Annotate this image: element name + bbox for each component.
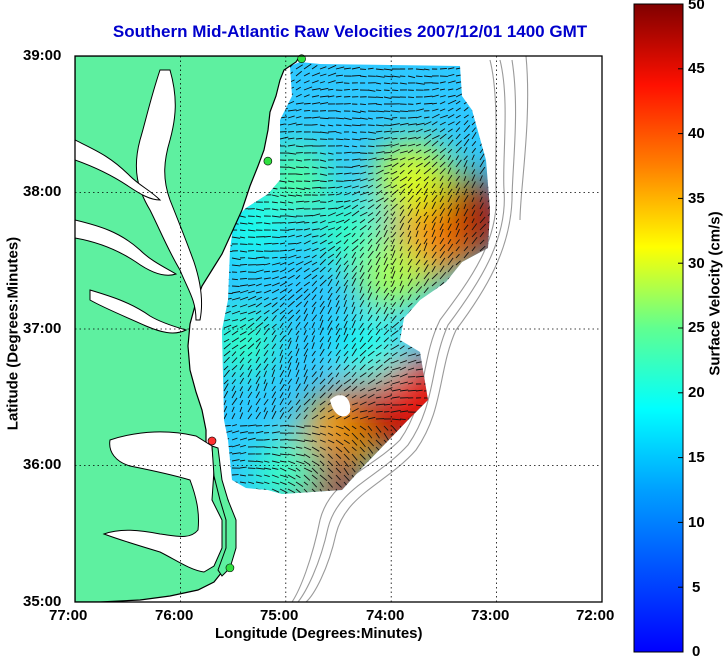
current-vector	[408, 390, 416, 391]
radar-station-marker	[226, 564, 234, 572]
colorbar-tick-label: 0	[692, 643, 700, 660]
y-tick-label: 39:00	[23, 47, 61, 64]
colorbar-tick-label: 40	[688, 125, 705, 142]
current-vector	[424, 103, 432, 104]
colorbar-tick-label: 20	[688, 384, 705, 401]
colorbar-tick-label: 10	[688, 514, 705, 531]
current-vector	[264, 439, 270, 440]
current-vector	[400, 419, 406, 420]
colorbar-tick-label: 25	[688, 319, 705, 336]
colorbar-tick-label: 30	[688, 255, 705, 272]
current-vector	[240, 278, 247, 279]
current-vector	[312, 187, 321, 188]
radar-station-marker	[264, 157, 272, 165]
colorbar-label: Surface Velocity (cm/s)	[707, 199, 724, 389]
current-vector	[384, 125, 392, 126]
current-vector	[304, 215, 313, 216]
current-vector	[288, 243, 296, 244]
current-vector	[376, 97, 383, 98]
current-vector	[376, 411, 383, 412]
current-vector	[344, 96, 350, 97]
colorbar-tick-label: 50	[688, 0, 705, 13]
current-vector	[400, 111, 408, 112]
y-tick-label: 35:00	[23, 593, 61, 610]
y-axis-label: Latitude (Degrees:Minutes)	[5, 219, 22, 449]
current-vector	[384, 152, 391, 153]
current-vector	[408, 404, 413, 405]
current-vector	[264, 243, 272, 244]
x-tick-label: 72:00	[576, 607, 614, 624]
current-vector	[352, 75, 361, 76]
current-vector	[360, 159, 367, 160]
y-tick-label: 36:00	[23, 456, 61, 473]
current-vector	[288, 188, 295, 189]
current-vector	[240, 264, 247, 265]
current-vector	[360, 104, 366, 105]
colorbar-tick-label: 45	[688, 60, 705, 77]
y-tick-label: 37:00	[23, 320, 61, 337]
colorbar-tick-label: 5	[692, 579, 700, 596]
current-vector	[272, 243, 279, 244]
current-vector	[320, 118, 328, 119]
x-tick-label: 75:00	[260, 607, 298, 624]
current-vector	[352, 118, 360, 119]
current-vector	[296, 174, 303, 175]
current-vector	[296, 138, 302, 139]
x-tick-label: 73:00	[471, 607, 509, 624]
current-vector	[256, 264, 265, 265]
current-vector	[272, 439, 278, 440]
colorbar	[634, 4, 683, 652]
current-vector	[304, 222, 309, 223]
current-vector	[392, 138, 397, 139]
current-vector	[440, 68, 447, 69]
current-vector	[368, 146, 374, 147]
x-tick-label: 74:00	[366, 607, 404, 624]
current-vector	[408, 97, 414, 98]
y-tick-label: 38:00	[23, 183, 61, 200]
current-vector	[376, 90, 381, 91]
current-vector	[304, 110, 310, 111]
x-axis-label: Longitude (Degrees:Minutes)	[215, 625, 423, 642]
colorbar-tick-label: 15	[688, 449, 705, 466]
current-vector	[320, 181, 327, 182]
current-vector	[304, 103, 311, 104]
velocity-hotspot	[315, 200, 382, 267]
current-vector	[392, 90, 398, 91]
x-tick-label: 76:00	[155, 607, 193, 624]
current-vector	[312, 180, 320, 181]
current-vector	[272, 237, 280, 238]
colorbar-tick-label: 35	[688, 190, 705, 207]
current-vector	[240, 230, 245, 231]
radar-station-marker	[208, 437, 216, 445]
current-vector	[344, 139, 350, 140]
current-vector	[344, 89, 350, 90]
